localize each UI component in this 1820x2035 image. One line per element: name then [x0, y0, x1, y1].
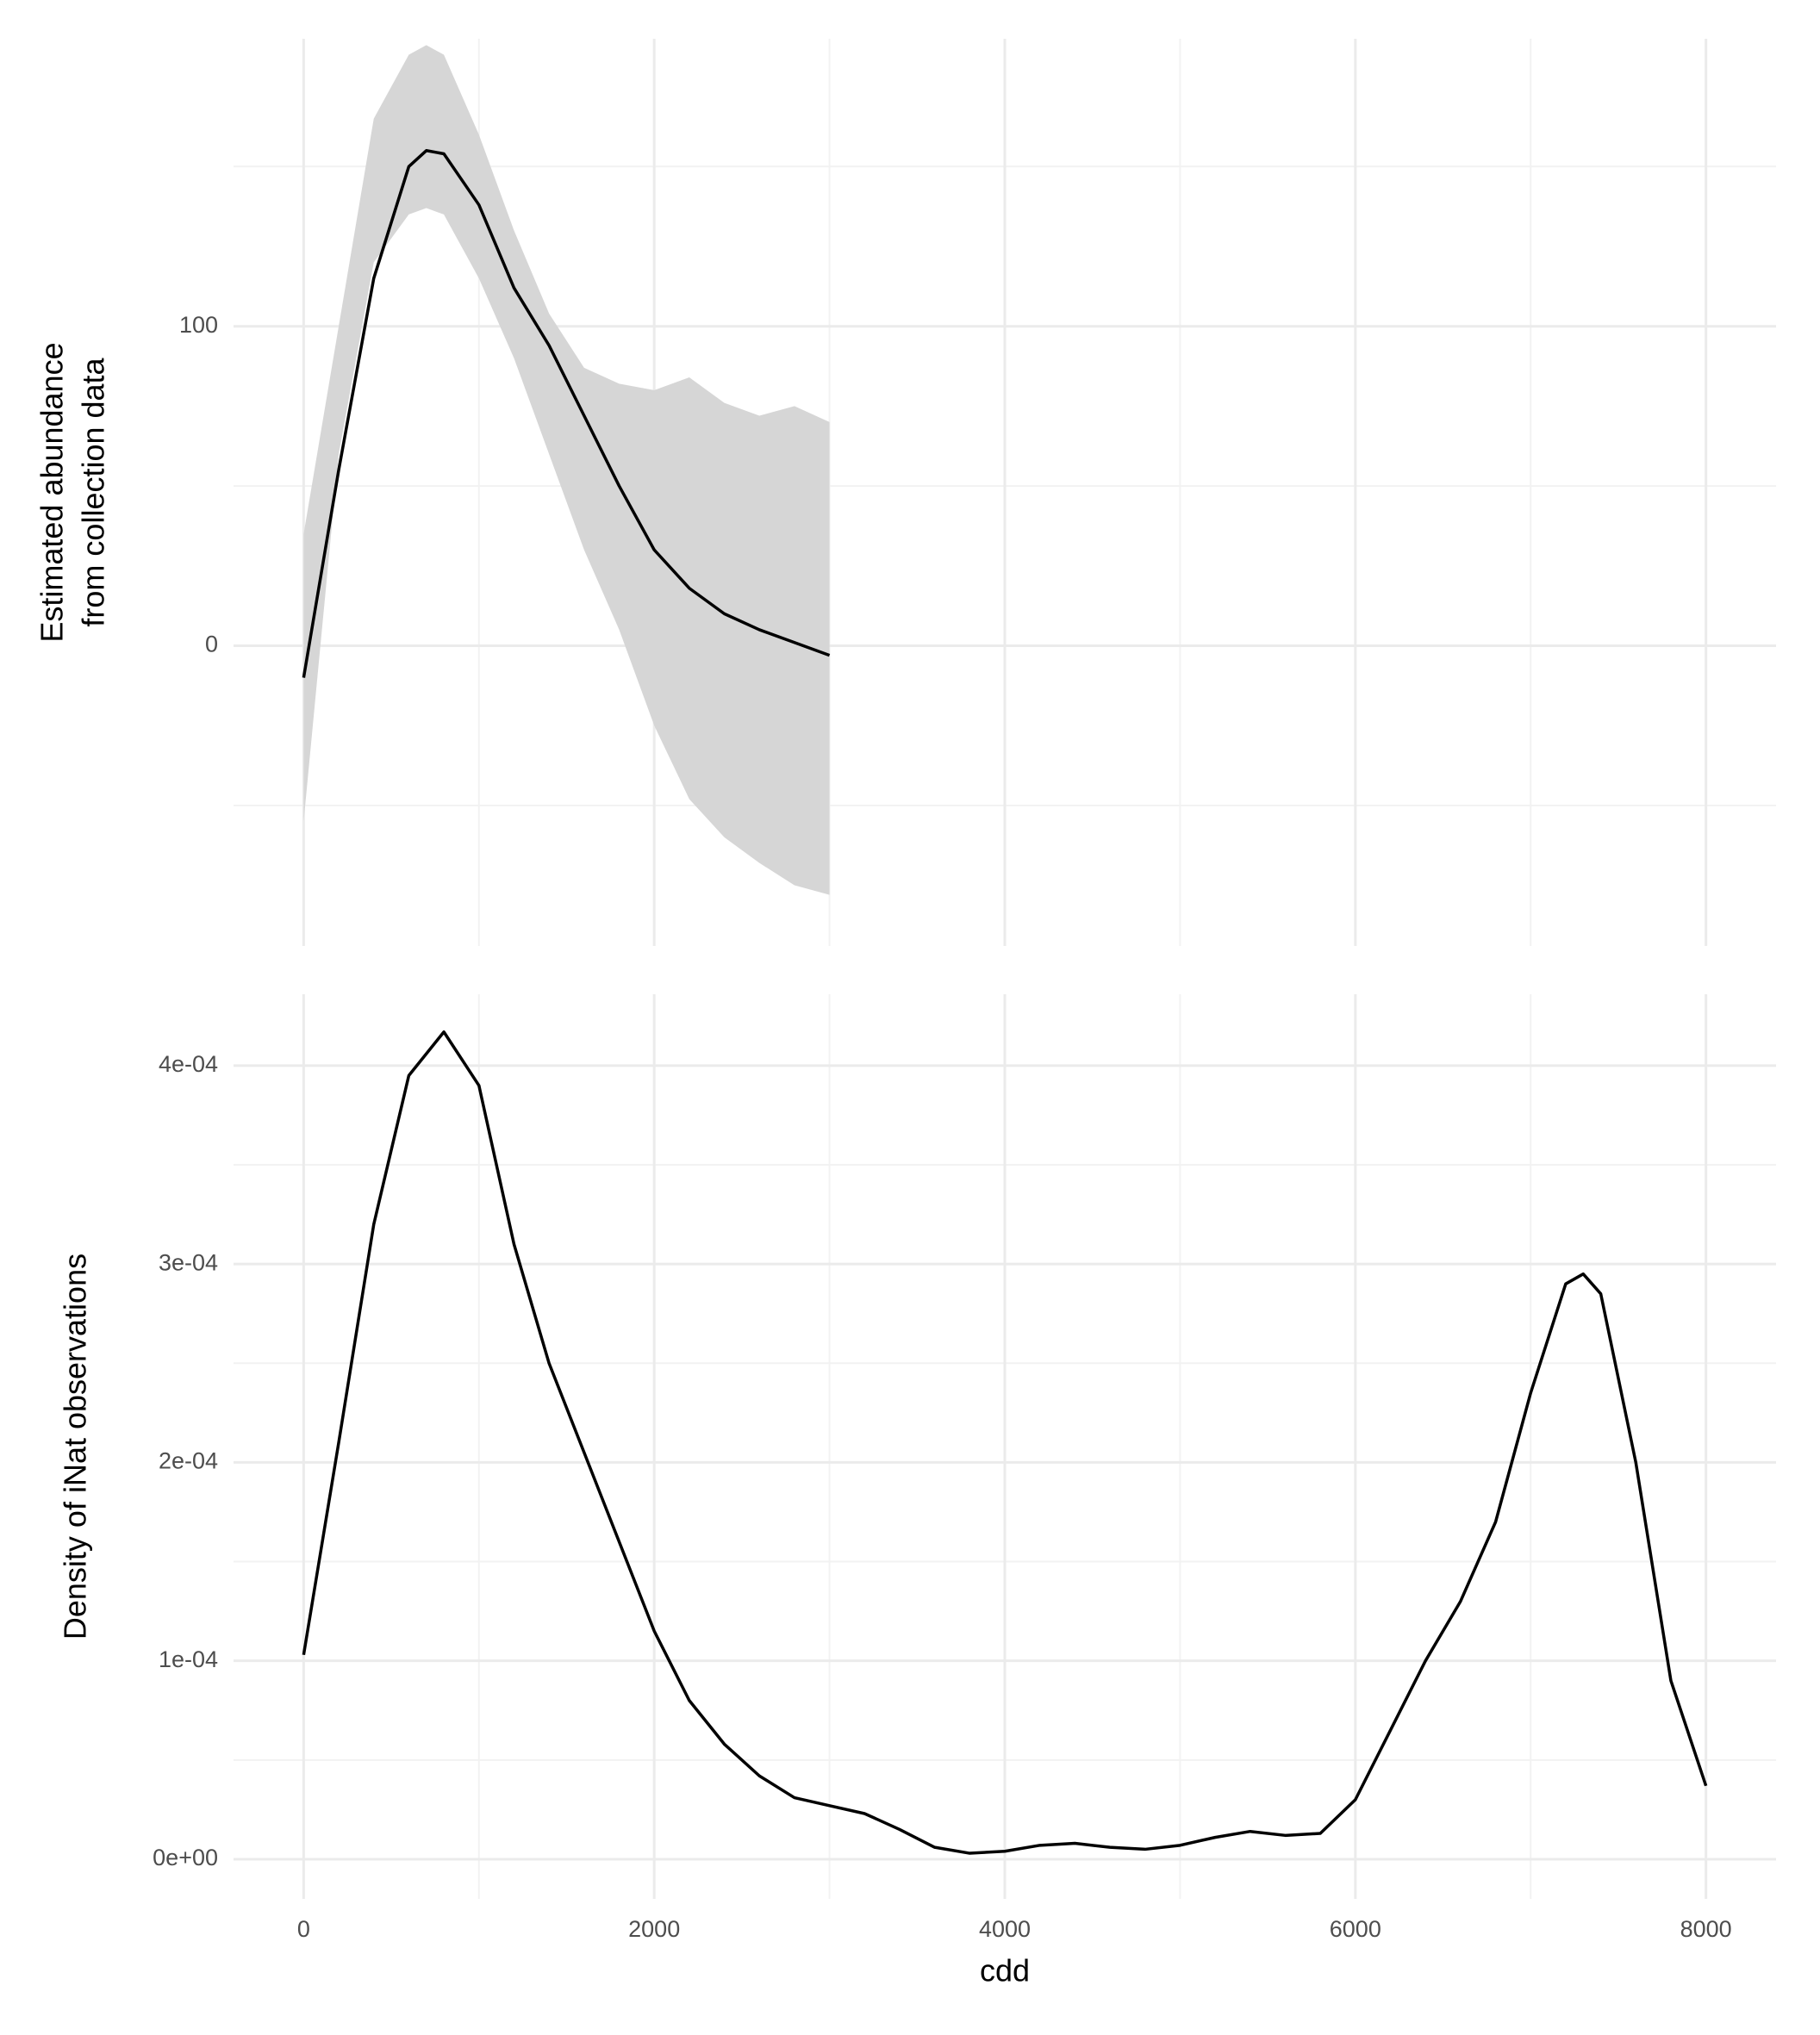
- y-axis-title: from collection data: [76, 357, 111, 626]
- y-tick-label: 0e+00: [153, 1845, 218, 1870]
- y-tick-label: 3e-04: [159, 1249, 218, 1275]
- x-tick-label: 4000: [979, 1916, 1031, 1942]
- confidence-ribbon: [303, 45, 830, 895]
- y-tick-label: 2e-04: [159, 1448, 218, 1474]
- x-axis-title: cdd: [980, 1953, 1030, 1988]
- line: [302, 1030, 1708, 1855]
- y-axis-title: Density of iNat observations: [58, 1254, 93, 1640]
- x-tick-label: 0: [297, 1916, 310, 1942]
- y-tick-label: 100: [179, 312, 218, 338]
- x-tick-label: 8000: [1680, 1916, 1732, 1942]
- line: [302, 149, 831, 678]
- x-tick-label: 6000: [1330, 1916, 1381, 1942]
- y-tick-label: 0: [205, 632, 218, 657]
- y-axis-title: Estimated abundance: [34, 342, 70, 642]
- x-tick-label: 2000: [628, 1916, 680, 1942]
- y-tick-label: 1e-04: [159, 1646, 218, 1672]
- y-tick-label: 4e-04: [159, 1051, 218, 1077]
